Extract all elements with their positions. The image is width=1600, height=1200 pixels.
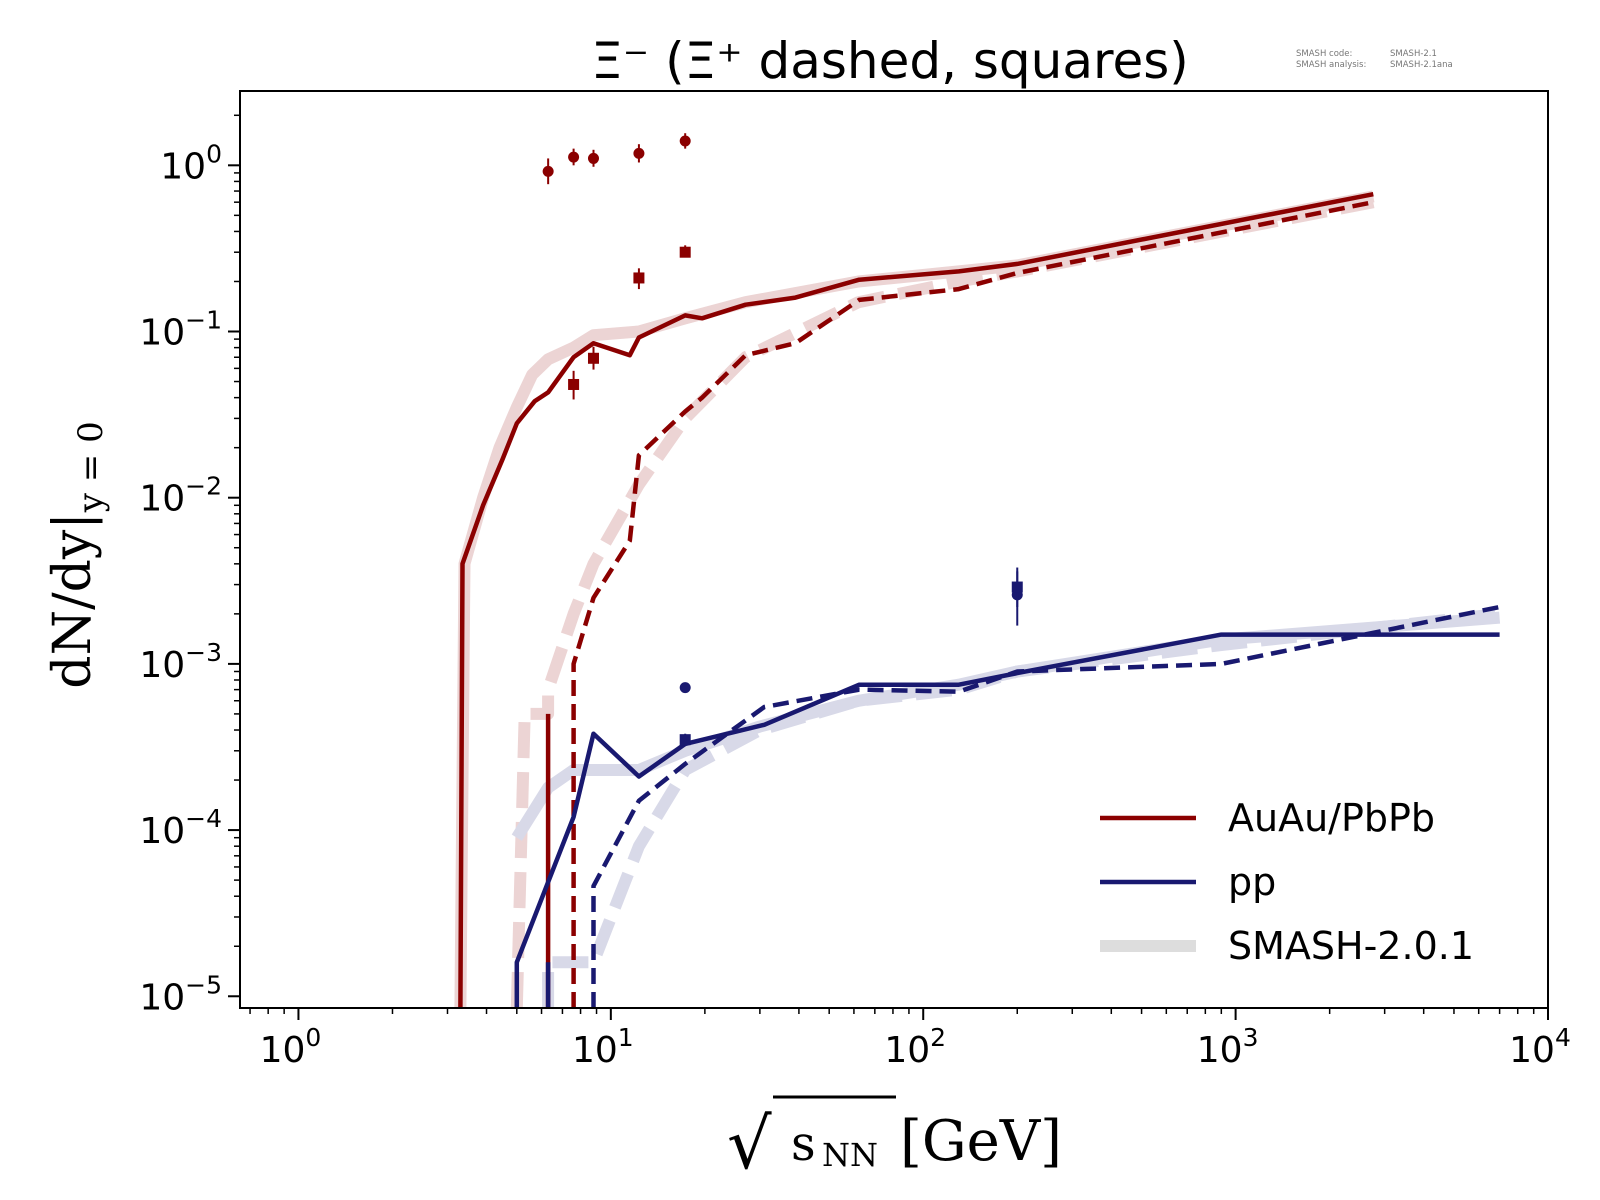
version-analysis-value: SMASH-2.1ana	[1390, 60, 1453, 70]
point-auau-data-2	[633, 272, 645, 284]
x-axis-label-unit: [GeV]	[900, 1109, 1062, 1174]
x-tick-label-0: 100	[260, 1023, 322, 1071]
point-auau-data-1	[587, 352, 599, 364]
axes: 100 101 102 103 104 100 10−1 10−2 10−3 10−4 10−5	[139, 90, 1571, 1071]
series-pp	[591, 604, 1501, 1008]
series-smash-2-0-1-pp	[542, 607, 1501, 1008]
y-tick-label-0: 100	[160, 139, 222, 187]
version-box: SMASH code: SMASH-2.1 SMASH analysis: SM…	[1296, 49, 1453, 70]
x-axis-label-base: s	[791, 1116, 816, 1172]
y-tick-label-1: 10−1	[139, 306, 222, 354]
point-pp-data-0	[679, 734, 691, 746]
version-code-label: SMASH code:	[1296, 49, 1352, 59]
x-tick-label-2: 102	[884, 1023, 946, 1071]
legend: AuAu/PbPb pp SMASH-2.0.1	[1100, 796, 1474, 968]
x-tick-label-3: 103	[1197, 1023, 1259, 1071]
legend-label-pp: pp	[1228, 860, 1276, 904]
plot-frame	[239, 90, 1549, 1009]
version-analysis-label: SMASH analysis:	[1296, 60, 1366, 70]
legend-label-smash-2-0-1: SMASH-2.0.1	[1228, 924, 1474, 968]
y-tick-label-4: 10−4	[139, 804, 222, 852]
y-axis-label: dN/dy|y = 0	[43, 421, 111, 688]
point-auau-data-0	[568, 378, 580, 390]
series-smash-2-0-1-auau-pbpb	[510, 196, 1375, 1009]
point-auau-data-2	[587, 152, 599, 164]
series-curves	[458, 191, 1501, 1009]
x-axis-label: √ s NN [GeV]	[727, 1095, 1062, 1185]
point-auau-data-3	[633, 147, 645, 159]
point-pp-data-0	[679, 682, 691, 694]
legend-label-auau-pbpb: AuAu/PbPb	[1228, 796, 1435, 840]
x-tick-label-1: 101	[572, 1023, 634, 1071]
y-axis-label-sub: y = 0	[71, 421, 111, 513]
y-axis-label-main: dN/dy|	[43, 512, 103, 689]
data-points	[542, 133, 1023, 747]
y-tick-label-2: 10−2	[139, 472, 222, 520]
point-auau-data-1	[568, 151, 580, 163]
point-auau-data-4	[679, 135, 691, 147]
chart-title: Ξ⁻ (Ξ⁺ dashed, squares)	[591, 32, 1189, 90]
point-auau-data-0	[542, 165, 554, 177]
plot-background	[240, 91, 1548, 1008]
plot-area	[240, 91, 1548, 1008]
x-tick-label-4: 104	[1509, 1023, 1571, 1071]
version-code-value: SMASH-2.1	[1390, 49, 1437, 59]
series-auau-pbpb	[571, 199, 1374, 1008]
x-axis-label-sqrt: √	[727, 1103, 772, 1185]
y-tick-label-5: 10−5	[139, 970, 222, 1018]
y-tick-label-3: 10−3	[139, 638, 222, 686]
svg-text:dN/dy|y = 0: dN/dy|y = 0	[43, 421, 111, 688]
series-auau-pbpb	[458, 191, 1374, 1009]
point-pp-data-1	[1011, 581, 1023, 593]
point-auau-data-3	[679, 246, 691, 258]
x-axis-label-sub: NN	[822, 1136, 878, 1174]
